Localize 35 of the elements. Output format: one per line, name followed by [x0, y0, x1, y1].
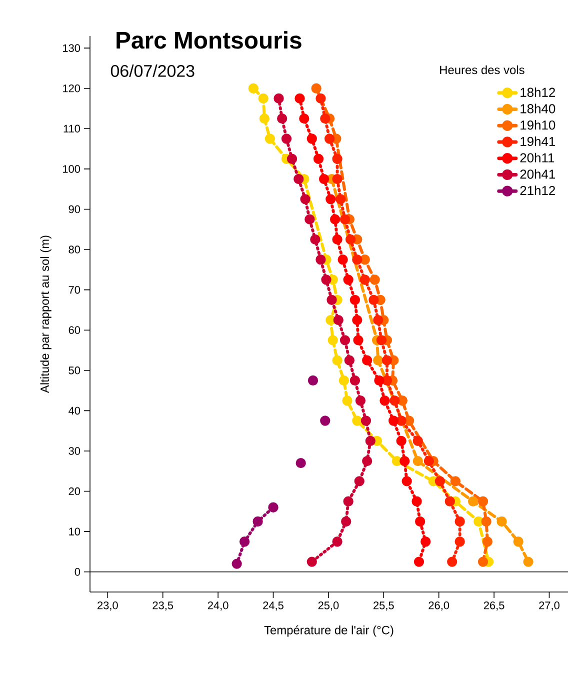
y-tick-label: 10 — [69, 528, 80, 536]
x-tick-label: 26,5 — [484, 602, 504, 611]
y-tick-label: 130 — [63, 44, 80, 52]
x-tick-label: 25,0 — [318, 602, 339, 611]
y-tick-label: 20 — [68, 487, 80, 496]
x-tick-label: 25,5 — [374, 602, 394, 611]
x-axis-title: Température de l'air (°C) — [264, 625, 394, 637]
y-tick-label: 30 — [68, 447, 80, 455]
chart-title: Parc Montsouris — [116, 31, 302, 49]
x-tick-label: 27,0 — [539, 602, 560, 611]
legend-label: 19h41 — [520, 136, 556, 146]
y-tick-label: 80 — [68, 246, 80, 254]
y-tick-label: 40 — [68, 406, 80, 415]
x-tick-label: 26,0 — [428, 602, 450, 611]
y-tick-label: 60 — [68, 326, 80, 334]
y-tick-label: 50 — [68, 366, 80, 374]
legend-label: 21h12 — [520, 186, 555, 196]
y-tick-label: 110 — [64, 124, 80, 133]
legend-label: 19h10 — [520, 120, 556, 130]
y-tick-label: 70 — [68, 286, 80, 294]
x-tick-label: 23,5 — [152, 602, 174, 611]
text: 06/07/2023 — [110, 64, 194, 77]
legend-label: 20h41 — [520, 169, 556, 179]
legend-label: 18h12 — [520, 87, 555, 97]
x-tick-label: 24,0 — [208, 602, 228, 611]
y-axis-title: Altitude par rapport au sol (m) — [40, 236, 52, 394]
y-tick-label: 100 — [63, 165, 80, 173]
legend-label: 20h11 — [520, 152, 554, 162]
x-tick-label: 23,0 — [98, 602, 118, 611]
y-tick-label: 0 — [74, 568, 80, 576]
legend-title: Heures des vols — [440, 65, 524, 74]
y-tick-label: 120 — [63, 84, 80, 92]
y-tick-label: 90 — [68, 205, 80, 214]
x-tick-label: 24,5 — [263, 602, 284, 611]
legend-label: 18h40 — [520, 104, 556, 114]
